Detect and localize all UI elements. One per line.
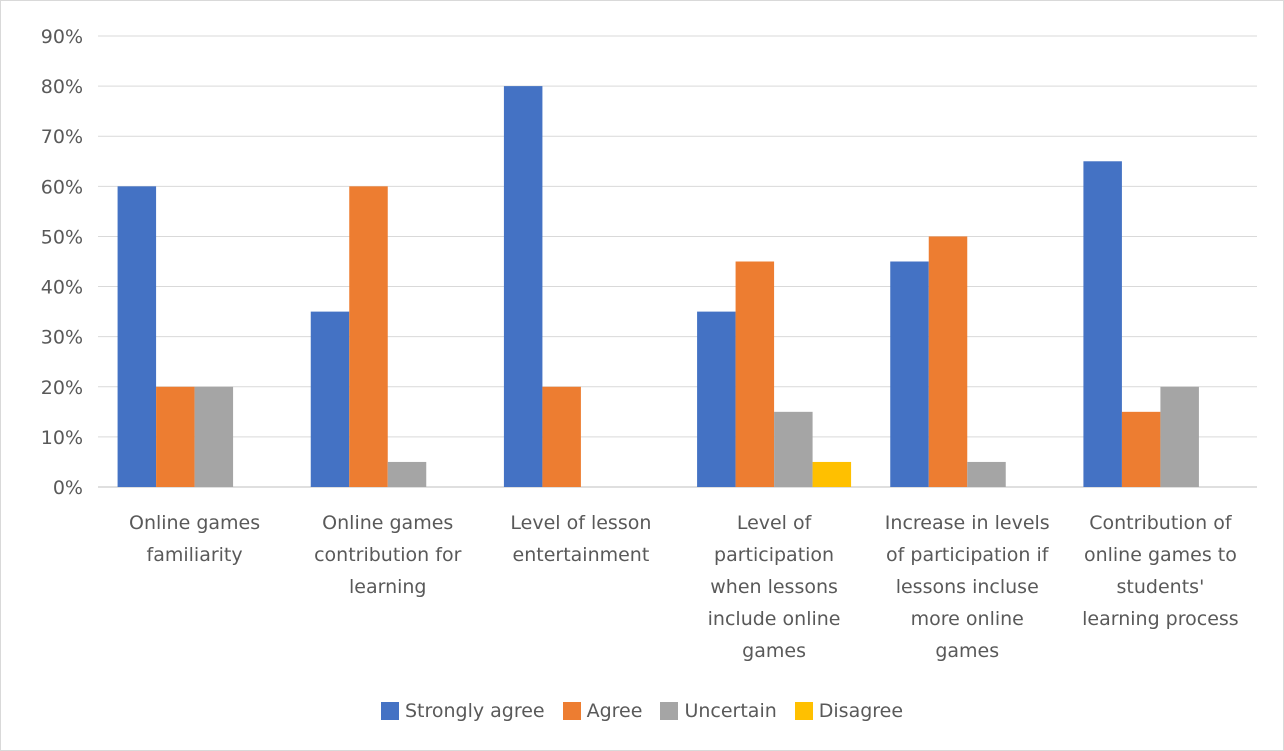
- legend-item: Disagree: [794, 700, 904, 722]
- bar: [310, 311, 350, 487]
- legend-label: Strongly agree: [404, 700, 545, 722]
- x-category-label: learning process: [1082, 608, 1239, 630]
- bar: [735, 261, 775, 487]
- y-tick-label: 80%: [41, 76, 83, 98]
- bar: [1121, 411, 1161, 487]
- bar: [774, 411, 813, 487]
- x-category-label: contribution for: [314, 544, 462, 566]
- bar: [928, 236, 968, 487]
- bar: [156, 386, 195, 487]
- x-category-label: participation: [714, 544, 834, 566]
- x-category-label: more online: [911, 608, 1024, 630]
- x-category-label: Online games: [322, 512, 453, 534]
- x-category-label: Level of lesson: [510, 512, 651, 534]
- x-category-label: Online games: [129, 512, 260, 534]
- x-category-label: Level of: [737, 512, 813, 534]
- bar: [194, 386, 234, 487]
- y-tick-label: 10%: [41, 427, 83, 449]
- x-category-label: online games to: [1084, 544, 1237, 566]
- bar: [542, 386, 581, 487]
- x-category-label: games: [935, 640, 999, 662]
- x-category-label: games: [742, 640, 806, 662]
- y-tick-label: 20%: [41, 377, 83, 399]
- legend-label: Disagree: [818, 700, 904, 722]
- x-category-label: learning: [349, 576, 427, 598]
- legend-item: Uncertain: [660, 700, 777, 722]
- legend-label: Agree: [586, 700, 643, 722]
- bar: [387, 461, 427, 487]
- x-category-label: Increase in levels: [885, 512, 1050, 534]
- y-tick-label: 60%: [41, 176, 83, 198]
- bar: [503, 86, 543, 487]
- bar: [1083, 161, 1122, 487]
- x-category-label: students': [1117, 576, 1205, 598]
- x-category-label: when lessons: [710, 576, 838, 598]
- x-category-label: include online: [708, 608, 841, 630]
- bar: [1160, 386, 1199, 487]
- y-tick-label: 0%: [53, 477, 83, 499]
- bar: [349, 186, 388, 488]
- bar: [697, 311, 736, 487]
- y-tick-label: 40%: [41, 277, 83, 299]
- x-category-label: entertainment: [513, 544, 650, 566]
- legend-item: Strongly agree: [380, 700, 545, 722]
- x-category-label: Contribution of: [1089, 512, 1233, 534]
- bar: [812, 461, 852, 487]
- legend-swatch: [794, 702, 813, 720]
- y-tick-label: 50%: [41, 226, 83, 248]
- y-tick-label: 90%: [41, 26, 83, 48]
- y-tick-label: 30%: [41, 327, 83, 349]
- x-category-label: of participation if: [886, 544, 1050, 566]
- legend-swatch: [660, 702, 679, 720]
- bar-chart: 0% 10% 20% 30% 40% 50% 60% 70% 80% 90% Online game…: [41, 26, 1257, 662]
- bar: [967, 461, 1006, 487]
- legend-swatch: [562, 702, 581, 720]
- y-tick-label: 70%: [41, 126, 83, 148]
- bar: [117, 186, 157, 488]
- legend: Strongly agree Agree Uncertain Disagree: [1, 700, 1283, 722]
- legend-swatch: [380, 702, 399, 720]
- legend-item: Agree: [562, 700, 643, 722]
- legend-label: Uncertain: [684, 700, 777, 722]
- x-category-label: lessons incluse: [896, 576, 1039, 598]
- bar: [890, 261, 929, 487]
- x-category-label: familiarity: [147, 544, 243, 566]
